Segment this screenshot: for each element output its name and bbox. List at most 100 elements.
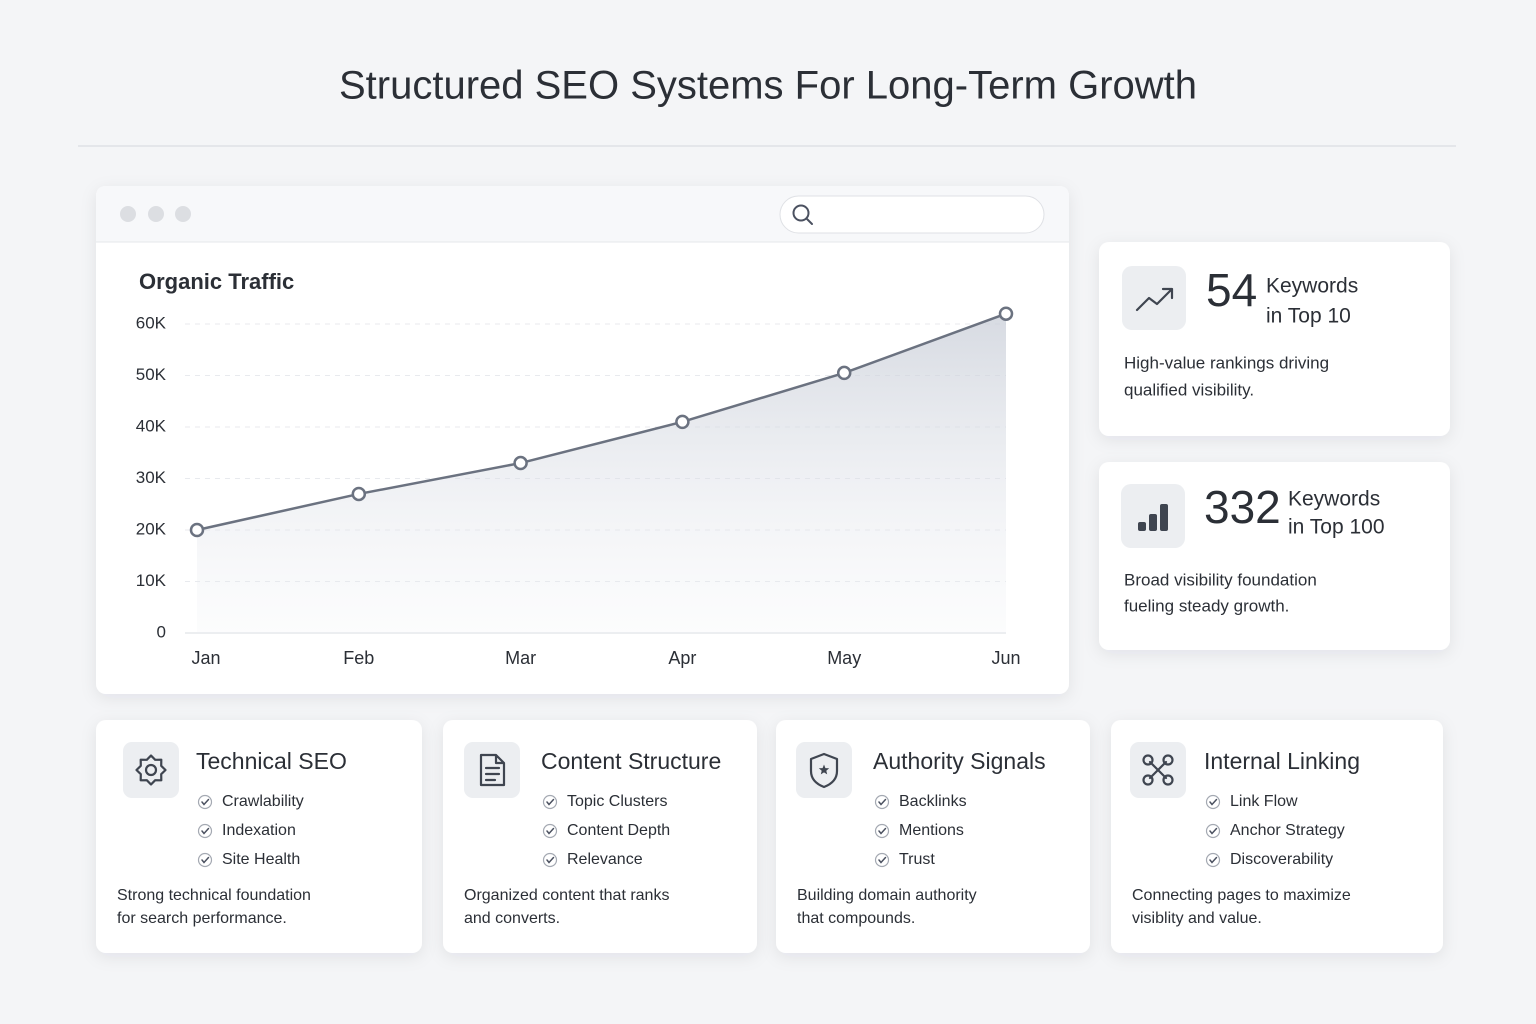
stat-label: in Top 10 xyxy=(1266,305,1351,328)
check-icon xyxy=(201,856,210,864)
stat-card xyxy=(1099,462,1450,650)
x-tick-label: May xyxy=(827,648,861,668)
card-item: Content Depth xyxy=(567,822,670,839)
x-tick-label: Jan xyxy=(191,648,220,668)
card-icon xyxy=(135,754,167,786)
card-description: and converts. xyxy=(464,910,560,927)
plot-area: 0 10K 20K 30K 40K 50K 60K Jan Feb Mar Apr May Jun xyxy=(136,306,1021,668)
card-icon xyxy=(1142,774,1154,786)
check-icon xyxy=(874,794,890,810)
page-title: Structured SEO Systems For Long-Term Gro… xyxy=(339,64,1197,108)
search-icon xyxy=(792,204,810,222)
x-tick-label: Jun xyxy=(991,648,1020,668)
stat-number: 54 xyxy=(1206,264,1257,316)
feature-card xyxy=(776,720,1090,953)
point xyxy=(675,414,690,430)
check-icon xyxy=(546,856,555,864)
check-icon xyxy=(197,794,213,810)
card-description: Connecting pages to maximize xyxy=(1132,887,1351,904)
card-title: Internal Linking xyxy=(1204,748,1360,774)
check-icon xyxy=(542,794,558,810)
window-dot xyxy=(148,206,164,222)
stat-card xyxy=(1099,242,1450,436)
search-box[interactable] xyxy=(779,195,1045,234)
card-item: Crawlability xyxy=(222,793,304,810)
card-icon-box xyxy=(464,742,520,798)
card-icon xyxy=(809,752,839,789)
card-icon xyxy=(1148,760,1168,780)
y-tick-label: 20K xyxy=(136,519,167,538)
check-icon xyxy=(197,852,213,868)
x-tick-label: Mar xyxy=(505,648,536,668)
check-icon xyxy=(542,852,558,868)
y-tick-label: 50K xyxy=(136,365,167,384)
y-tick-label: 30K xyxy=(136,468,167,487)
search-icon xyxy=(805,217,813,225)
card-description: visiblity and value. xyxy=(1132,910,1262,927)
check-icon xyxy=(874,852,890,868)
card-item: Mentions xyxy=(899,822,964,839)
check-icon xyxy=(201,798,210,806)
card-icon xyxy=(479,753,506,787)
stat-icon xyxy=(1135,287,1174,312)
card-item: Trust xyxy=(899,851,935,868)
point xyxy=(351,486,367,502)
point xyxy=(836,365,852,381)
card-icon xyxy=(1142,754,1154,766)
card-icon xyxy=(1162,774,1174,786)
check-icon xyxy=(878,856,887,864)
card-title: Technical SEO xyxy=(196,748,347,774)
check-icon xyxy=(1209,827,1218,835)
stat-icon-box xyxy=(1122,266,1186,330)
stat-description: Broad visibility foundation xyxy=(1124,570,1317,589)
card-description: for search performance. xyxy=(117,910,287,927)
check-icon xyxy=(1205,794,1221,810)
area xyxy=(197,313,1006,633)
check-icon xyxy=(874,823,890,839)
check-icon xyxy=(1205,852,1221,868)
card-description: that compounds. xyxy=(797,910,915,927)
card-item: Backlinks xyxy=(899,793,967,810)
check-icon xyxy=(542,823,558,839)
card-item: Topic Clusters xyxy=(567,793,667,810)
window-dot xyxy=(120,206,136,222)
stat-icon xyxy=(1138,522,1146,531)
point xyxy=(998,306,1014,321)
stat-label: Keywords xyxy=(1266,275,1358,298)
point xyxy=(513,455,528,471)
card-title: Authority Signals xyxy=(873,748,1046,774)
card-item: Link Flow xyxy=(1230,793,1298,810)
point xyxy=(189,522,205,538)
stat-icon xyxy=(1149,514,1157,531)
card-item: Discoverability xyxy=(1230,851,1333,868)
check-icon xyxy=(1209,856,1218,864)
card-icon xyxy=(144,763,158,777)
check-icon xyxy=(878,827,887,835)
chart-title: Organic Traffic xyxy=(139,269,294,294)
stats: 54 Keywords in Top 10 High-value rankings d… xyxy=(1121,264,1385,615)
feature-card xyxy=(1111,720,1443,953)
x-tick-label: Apr xyxy=(668,648,696,668)
y-tick-label: 40K xyxy=(136,416,167,435)
stat-number: 332 xyxy=(1204,481,1281,533)
stat-description: fueling steady growth. xyxy=(1124,596,1289,615)
card-item: Relevance xyxy=(567,851,643,868)
stat-description: High-value rankings driving xyxy=(1124,353,1329,372)
check-icon xyxy=(1205,823,1221,839)
card-item: Indexation xyxy=(222,822,296,839)
feature-card xyxy=(443,720,757,953)
card-description: Strong technical foundation xyxy=(117,887,311,904)
card-icon-box xyxy=(123,742,179,798)
stat-label: in Top 100 xyxy=(1288,516,1385,539)
card-icon xyxy=(1162,754,1174,766)
card-description: Organized content that ranks xyxy=(464,887,669,904)
card-item: Site Health xyxy=(222,851,300,868)
y-tick-label: 60K xyxy=(136,313,167,332)
check-icon xyxy=(546,798,555,806)
feature-cards: Technical SEO Crawlability Indexation Site … xyxy=(96,720,1443,953)
check-icon xyxy=(201,827,210,835)
card-description: Building domain authority xyxy=(797,887,977,904)
line xyxy=(196,312,1007,532)
card-item: Anchor Strategy xyxy=(1230,822,1345,839)
